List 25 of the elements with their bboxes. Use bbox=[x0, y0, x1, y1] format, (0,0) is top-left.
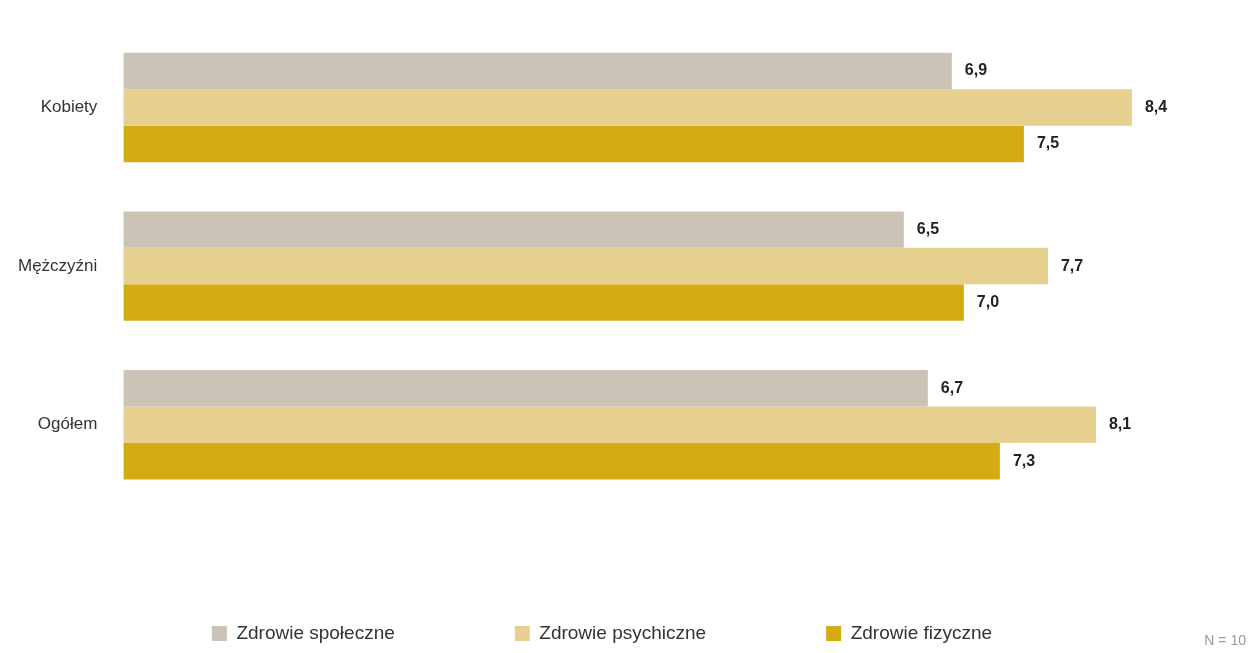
data-label: 6,9 bbox=[964, 61, 988, 79]
data-label: 8,4 bbox=[1144, 97, 1168, 115]
text: N = 10 bbox=[1204, 631, 1247, 648]
data-label: 7,5 bbox=[1036, 134, 1060, 152]
data-label: 7,0 bbox=[976, 292, 1000, 310]
bar bbox=[123, 125, 1024, 163]
bar bbox=[123, 284, 964, 321]
legend-label: Zdrowie społeczne bbox=[236, 621, 395, 643]
legend-label: Zdrowie fizyczne bbox=[850, 621, 993, 643]
bar bbox=[123, 442, 1000, 480]
data-label: 6,5 bbox=[916, 220, 940, 238]
y-tick-label: Ogółem bbox=[37, 414, 98, 434]
bar bbox=[123, 52, 952, 90]
legend-label: Zdrowie psychiczne bbox=[539, 621, 707, 643]
data-label: 8,1 bbox=[1108, 415, 1132, 433]
data-label: 6,7 bbox=[940, 378, 964, 396]
data-label: 7,7 bbox=[1060, 256, 1084, 274]
bar bbox=[123, 247, 1048, 285]
data-label: 7,3 bbox=[1012, 451, 1036, 469]
bar bbox=[123, 89, 1132, 126]
bar bbox=[123, 369, 928, 407]
bar bbox=[123, 211, 904, 248]
y-tick-label: Kobiety bbox=[40, 97, 98, 117]
y-tick-label: Mężczyźni bbox=[17, 255, 98, 275]
bar bbox=[123, 406, 1096, 443]
